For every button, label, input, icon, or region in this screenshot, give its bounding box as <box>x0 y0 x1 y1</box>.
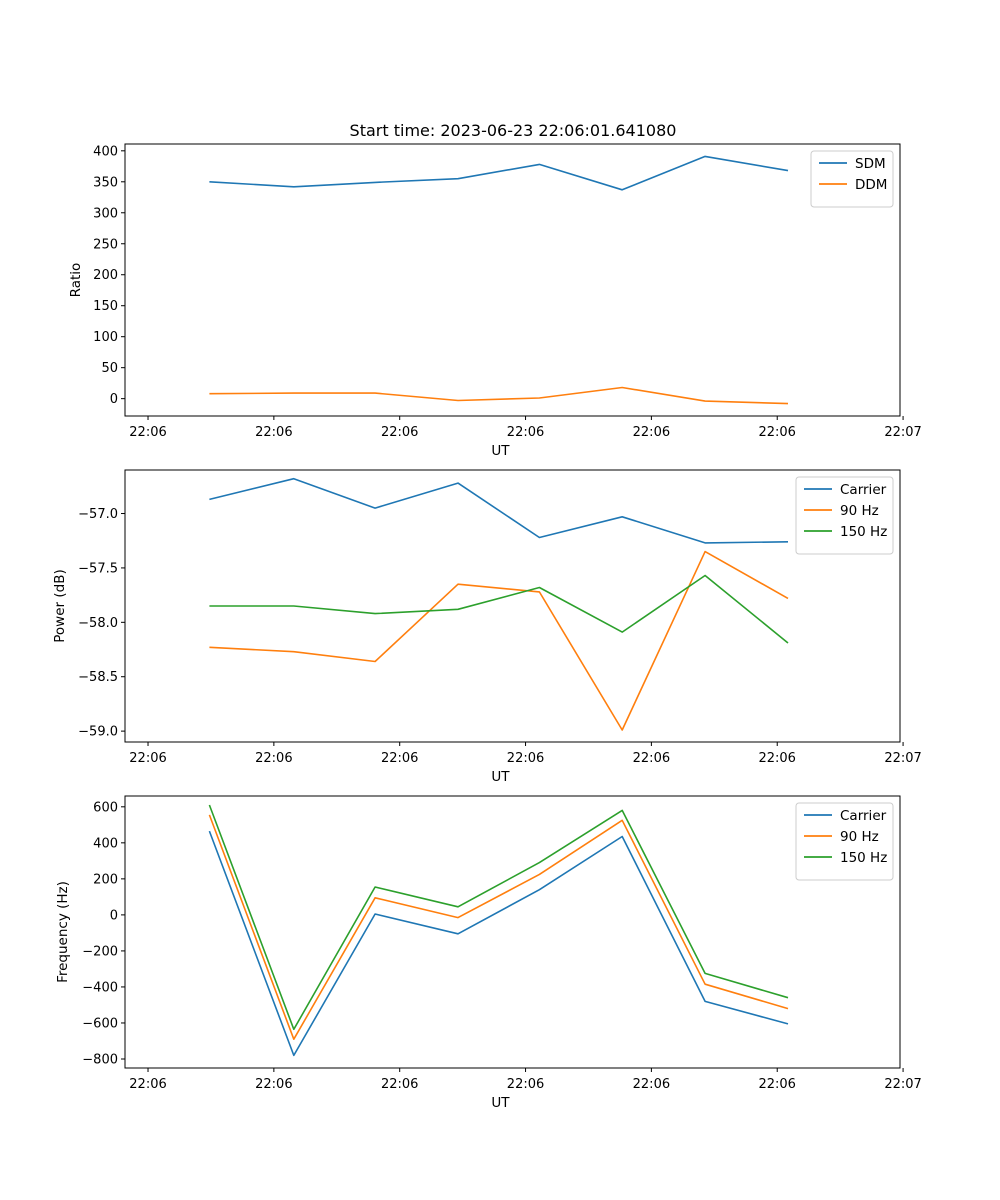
y-tick-label: 200 <box>93 872 118 887</box>
y-tick-label: 350 <box>93 175 118 190</box>
x-tick-label: 22:06 <box>633 751 670 766</box>
y-tick-label: −58.5 <box>78 670 118 685</box>
x-tick-label: 22:06 <box>381 751 418 766</box>
x-tick-label: 22:06 <box>507 1077 544 1092</box>
y-tick-label: 100 <box>93 330 118 345</box>
x-tick-label: 22:06 <box>758 751 795 766</box>
legend-entry: 90 Hz <box>840 829 879 845</box>
panels: 0 50 100 150 200 250 300 350 400 22:06 22:06 22:06 2… <box>52 143 922 1111</box>
x-tick-label: 22:06 <box>381 425 418 440</box>
y-tick-label: 400 <box>93 144 118 159</box>
legend-entry: Carrier <box>840 808 887 824</box>
series-line-carrier <box>209 477 789 544</box>
x-axis-label: UT <box>491 769 510 785</box>
y-tick-label: 300 <box>93 206 118 221</box>
series-line-150-hz <box>209 574 789 644</box>
legend-entry: 150 Hz <box>840 850 887 866</box>
panel-3: −800 −600 −400 −200 0 200 400 600 22:06 22:06 22:0… <box>55 795 922 1111</box>
y-tick-label: −400 <box>82 980 118 995</box>
legend-box <box>795 476 894 555</box>
x-tick-label: 22:06 <box>129 425 166 440</box>
y-tick-label: 600 <box>93 800 118 815</box>
panel-2: −59.0 −58.5 −58.0 −57.5 −57.0 22:06 22:06 22:06… <box>52 469 922 785</box>
series-line-ddm <box>209 386 789 405</box>
y-tick-label: 150 <box>93 299 118 314</box>
y-tick-label: 0 <box>110 392 118 407</box>
legend-entry: DDM <box>855 177 887 193</box>
y-tick-label: −800 <box>82 1052 118 1067</box>
y-tick-label: −57.5 <box>78 561 118 576</box>
x-tick-label: 22:07 <box>884 425 921 440</box>
legend: Carrier 90 Hz 150 Hz <box>795 802 894 881</box>
x-tick-label: 22:06 <box>758 1077 795 1092</box>
x-axis-label: UT <box>491 443 510 459</box>
x-tick-label: 22:07 <box>884 1077 921 1092</box>
y-axis-label: Power (dB) <box>52 569 68 642</box>
y-tick-label: 0 <box>110 908 118 923</box>
y-tick-label: 250 <box>93 237 118 252</box>
x-tick-label: 22:07 <box>884 751 921 766</box>
series-line-90-hz <box>209 550 789 731</box>
x-tick-label: 22:06 <box>129 751 166 766</box>
x-tick-label: 22:06 <box>633 425 670 440</box>
x-tick-label: 22:06 <box>255 425 292 440</box>
y-tick-label: 200 <box>93 268 118 283</box>
axes-frame <box>124 469 901 743</box>
legend-entry: Carrier <box>840 482 887 498</box>
y-tick-label: −200 <box>82 944 118 959</box>
y-axis-label: Frequency (Hz) <box>55 881 71 983</box>
x-tick-label: 22:06 <box>381 1077 418 1092</box>
legend-box <box>795 802 894 881</box>
legend-entry: SDM <box>855 156 886 172</box>
series-line-150-hz <box>208 804 789 1031</box>
legend-entry: 150 Hz <box>840 524 887 540</box>
y-axis-label: Ratio <box>68 263 84 298</box>
y-tick-label: −600 <box>82 1016 118 1031</box>
x-tick-label: 22:06 <box>507 751 544 766</box>
y-tick-label: −58.0 <box>78 616 118 631</box>
figure-title: Start time: 2023-06-23 22:06:01.641080 <box>350 121 677 140</box>
x-tick-label: 22:06 <box>507 425 544 440</box>
x-axis-label: UT <box>491 1095 510 1111</box>
x-tick-label: 22:06 <box>633 1077 670 1092</box>
legend-box <box>810 150 894 208</box>
series-line-carrier <box>208 830 789 1057</box>
y-tick-label: −59.0 <box>78 725 118 740</box>
x-tick-label: 22:06 <box>758 425 795 440</box>
y-tick-label: 50 <box>101 361 118 376</box>
y-tick-label: −57.0 <box>78 507 118 522</box>
legend-entry: 90 Hz <box>840 503 879 519</box>
x-tick-label: 22:06 <box>255 751 292 766</box>
y-tick-label: 400 <box>93 836 118 851</box>
series-line-sdm <box>209 155 789 191</box>
axes-frame <box>124 795 901 1069</box>
series-line-90-hz <box>208 814 789 1040</box>
legend: Carrier 90 Hz 150 Hz <box>795 476 894 555</box>
axes-frame <box>124 143 901 417</box>
x-tick-label: 22:06 <box>255 1077 292 1092</box>
panel-1: 0 50 100 150 200 250 300 350 400 22:06 22:06 22:06 2… <box>68 143 922 459</box>
legend: SDM DDM <box>810 150 894 208</box>
x-tick-label: 22:06 <box>129 1077 166 1092</box>
